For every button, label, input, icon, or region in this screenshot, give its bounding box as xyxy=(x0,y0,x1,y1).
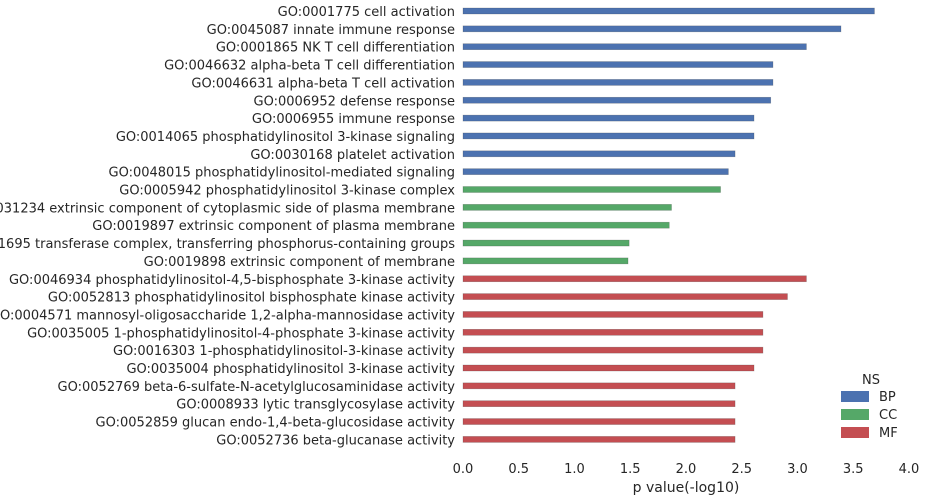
bar-mf xyxy=(462,328,764,336)
category-label: GO:0030168 platelet activation xyxy=(250,148,455,163)
category-label: GO:0001775 cell activation xyxy=(278,5,455,20)
category-label: GO:0019897 extrinsic component of plasma… xyxy=(92,219,455,234)
legend-swatch-mf xyxy=(841,427,869,438)
category-label: GO:0035004 phosphatidylinositol 3-kinase… xyxy=(126,362,455,377)
category-label: GO:0052859 glucan endo-1,4-beta-glucosid… xyxy=(96,416,456,431)
x-tick-label: 1.5 xyxy=(620,462,641,477)
legend-label-bp: BP xyxy=(879,390,896,405)
bar-cc xyxy=(462,204,672,211)
category-label: GO:0045087 innate immune response xyxy=(207,23,455,38)
bar-bp xyxy=(462,43,807,51)
bar-bp xyxy=(462,168,729,175)
legend: NS BP CC MF xyxy=(841,373,898,441)
category-label: GO:0016303 1-phosphatidylinositol-3-kina… xyxy=(113,344,455,359)
x-tick-label: 1.0 xyxy=(564,462,585,477)
bars xyxy=(462,7,875,443)
category-label: GO:0046632 alpha-beta T cell differentia… xyxy=(164,59,455,74)
bar-mf xyxy=(462,311,764,318)
category-label: GO:0006952 defense response xyxy=(254,94,456,109)
category-label: GO:0052813 phosphatidylinositol bisphosp… xyxy=(48,291,455,306)
bar-mf xyxy=(462,382,736,390)
category-label: GO:0031234 extrinsic component of cytopl… xyxy=(0,201,455,216)
category-label: GO:0004571 mannosyl-oligosaccharide 1,2-… xyxy=(0,308,455,323)
x-tick-label: 0.0 xyxy=(453,462,474,477)
bar-bp xyxy=(462,7,875,15)
bar-mf xyxy=(462,346,764,354)
bar-bp xyxy=(462,25,842,33)
category-label: GO:0019898 extrinsic component of membra… xyxy=(144,255,455,270)
category-label: GO:0061695 transferase complex, transfer… xyxy=(0,237,455,252)
bar-bp xyxy=(462,150,736,158)
category-label: GO:0052769 beta-6-sulfate-N-acetylglucos… xyxy=(58,380,456,395)
bar-cc xyxy=(462,221,670,229)
bar-bp xyxy=(462,79,774,86)
category-label: GO:0035005 1-phosphatidylinositol-4-phos… xyxy=(27,326,455,341)
x-tick-label: 4.0 xyxy=(899,462,920,477)
bar-cc xyxy=(462,257,629,265)
category-label: GO:0046934 phosphatidylinositol-4,5-bisp… xyxy=(9,273,455,288)
category-label: GO:0005942 phosphatidylinositol 3-kinase… xyxy=(119,184,455,199)
legend-swatch-cc xyxy=(841,409,869,420)
legend-label-mf: MF xyxy=(879,426,898,441)
bar-mf xyxy=(462,293,788,300)
legend-swatch-bp xyxy=(841,391,869,402)
category-label: GO:0001865 NK T cell differentiation xyxy=(216,41,455,56)
bar-mf xyxy=(462,275,807,283)
x-tick-label: 0.5 xyxy=(508,462,529,477)
x-tick-label: 3.5 xyxy=(843,462,864,477)
x-axis-label: p value(-log10) xyxy=(633,480,740,496)
category-labels: GO:0001775 cell activation GO:0045087 inn… xyxy=(0,5,455,448)
bar-mf xyxy=(462,364,755,372)
category-label: GO:0014065 phosphatidylinositol 3-kinase… xyxy=(116,130,455,145)
bar-cc xyxy=(462,239,630,247)
x-tick-label: 3.0 xyxy=(787,462,808,477)
x-tick-label: 2.5 xyxy=(731,462,752,477)
bar-mf xyxy=(462,436,736,443)
bar-mf xyxy=(462,400,736,408)
x-ticks: 0.0 0.5 1.0 1.5 2.0 2.5 3.0 3.5 4.0 xyxy=(453,462,920,477)
category-label: GO:0006955 immune response xyxy=(252,112,455,127)
category-label: GO:0048015 phosphatidylinositol-mediated… xyxy=(109,166,456,181)
bar-bp xyxy=(462,114,755,122)
bar-bp xyxy=(462,132,755,140)
bar-bp xyxy=(462,61,774,68)
category-label: GO:0052736 beta-glucanase activity xyxy=(216,433,455,448)
category-label: GO:0008933 lytic transglycosylase activi… xyxy=(176,398,455,413)
category-label: GO:0046631 alpha-beta T cell activation xyxy=(191,76,455,91)
bar-mf xyxy=(462,418,736,425)
legend-title: NS xyxy=(862,373,880,388)
bar-cc xyxy=(462,186,721,193)
bar-bp xyxy=(462,96,772,104)
x-tick-label: 2.0 xyxy=(676,462,697,477)
legend-label-cc: CC xyxy=(879,408,897,423)
